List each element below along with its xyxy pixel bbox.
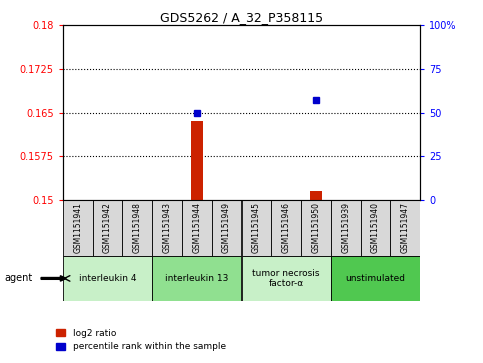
Legend: log2 ratio, percentile rank within the sample: log2 ratio, percentile rank within the s… [53,325,229,355]
Bar [122,200,152,256]
Bar [212,200,242,256]
Bar [152,256,242,301]
Bar [182,200,212,256]
Bar [331,200,361,256]
Bar [361,200,390,256]
Text: GSM1151947: GSM1151947 [401,202,410,253]
Bar [310,191,322,200]
Text: GSM1151943: GSM1151943 [163,202,171,253]
Text: GSM1151940: GSM1151940 [371,202,380,253]
Bar [301,200,331,256]
Bar [331,256,420,301]
Bar [191,121,203,200]
Text: GSM1151948: GSM1151948 [133,202,142,253]
Text: GSM1151950: GSM1151950 [312,202,320,253]
Title: GDS5262 / A_32_P358115: GDS5262 / A_32_P358115 [160,11,323,24]
Text: GSM1151949: GSM1151949 [222,202,231,253]
Text: tumor necrosis
factor-α: tumor necrosis factor-α [253,269,320,288]
Text: agent: agent [5,273,33,284]
Bar [242,256,331,301]
Text: GSM1151941: GSM1151941 [73,202,82,253]
Bar [152,200,182,256]
Bar [63,200,93,256]
Bar [242,200,271,256]
Text: GSM1151946: GSM1151946 [282,202,291,253]
Text: interleukin 13: interleukin 13 [165,274,228,283]
Bar [271,200,301,256]
Text: unstimulated: unstimulated [345,274,406,283]
Text: GSM1151945: GSM1151945 [252,202,261,253]
Bar [93,200,122,256]
Text: GSM1151942: GSM1151942 [103,202,112,253]
Text: GSM1151939: GSM1151939 [341,202,350,253]
Bar [63,256,152,301]
Text: interleukin 4: interleukin 4 [79,274,136,283]
Text: GSM1151944: GSM1151944 [192,202,201,253]
Bar [390,200,420,256]
